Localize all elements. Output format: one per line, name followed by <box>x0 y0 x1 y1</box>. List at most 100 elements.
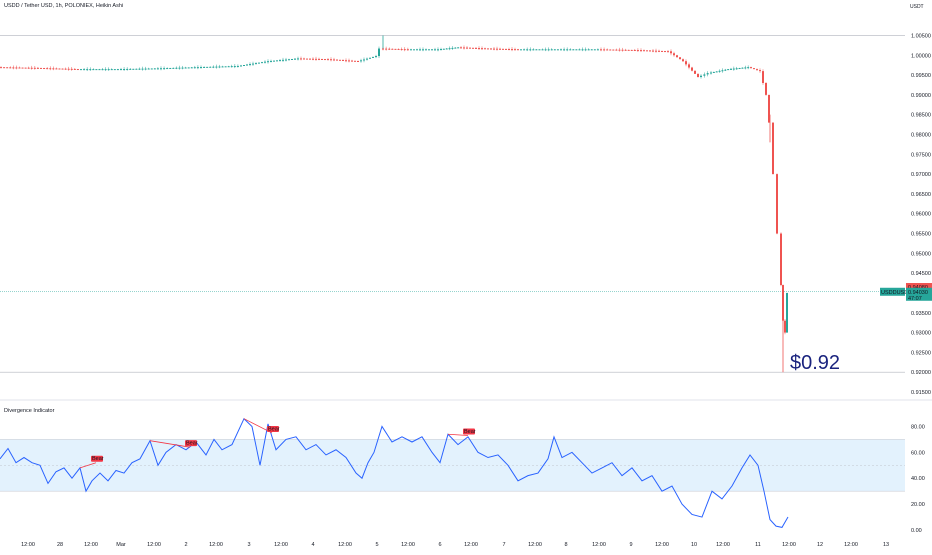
x-tick-label: 12:00 <box>84 542 98 548</box>
candle-body <box>240 65 242 67</box>
candle-body <box>267 61 269 63</box>
candle-body <box>679 57 681 60</box>
candle-body <box>252 63 254 65</box>
bear-label-bg <box>267 425 279 432</box>
candle-body <box>400 49 403 51</box>
candle-body <box>30 67 33 69</box>
candle-body <box>630 49 633 51</box>
candle-body <box>606 49 609 51</box>
candle-body <box>487 48 489 50</box>
candle-body <box>493 48 495 50</box>
candle-body <box>110 69 113 71</box>
divergence-line <box>149 440 191 448</box>
divergence-line <box>79 462 97 469</box>
x-tick-label: 12:00 <box>147 542 161 548</box>
candle-body <box>36 67 39 69</box>
candle-body <box>569 49 572 51</box>
x-tick-label: 5 <box>375 542 378 548</box>
chart-title: USDD / Tether USD, 1h, POLONIEX, Heikin … <box>4 3 124 9</box>
candle-body <box>15 67 18 69</box>
candle-body <box>406 49 409 51</box>
candle-body <box>348 60 350 62</box>
candle-body <box>126 68 129 70</box>
candle-body <box>141 68 144 70</box>
x-tick-label: 10 <box>691 542 697 548</box>
candle-body <box>472 47 474 49</box>
candle-body <box>342 60 344 62</box>
candle-body <box>120 69 122 71</box>
candle-body <box>153 68 156 70</box>
candle-body <box>541 49 544 51</box>
x-tick-label: 12:00 <box>209 542 223 548</box>
candle-body <box>366 58 368 60</box>
price-tick-label: 0.95000 <box>911 251 931 257</box>
candle-body <box>276 60 278 62</box>
candle-body <box>466 47 468 49</box>
candle-body <box>258 62 260 64</box>
candle-body <box>520 49 522 51</box>
candle-body <box>181 67 184 69</box>
price-tag-current-text: 0.94030 <box>908 290 928 296</box>
candle-body <box>710 72 712 74</box>
candle-body <box>422 49 424 51</box>
candle-body <box>661 50 663 52</box>
candle-body <box>113 69 116 71</box>
bear-label: Bear <box>464 429 476 435</box>
candle-body <box>166 68 169 70</box>
candle-body <box>279 60 281 62</box>
x-tick-label: 8 <box>564 542 567 548</box>
candle-body <box>517 49 519 51</box>
price-tick-label: 0.97000 <box>911 172 931 178</box>
candle-body <box>33 67 36 69</box>
candle-body <box>43 68 46 70</box>
x-tick-label: 12:00 <box>21 542 35 548</box>
candle-body <box>169 67 172 69</box>
candle-body <box>200 67 202 69</box>
candle-body <box>372 56 374 58</box>
candle-body <box>633 49 636 51</box>
candle-body <box>218 66 221 68</box>
x-tick-label: 12:00 <box>844 542 858 548</box>
candle-body <box>184 67 187 69</box>
candle-body <box>478 48 480 50</box>
candle-body <box>294 58 296 60</box>
candle-body <box>261 62 263 64</box>
candle-body <box>73 68 76 70</box>
candle-body <box>419 49 421 51</box>
price-tick-label: 0.99500 <box>911 73 931 79</box>
candle-body <box>300 58 302 60</box>
candle-body <box>538 49 541 51</box>
candle-body <box>688 64 690 68</box>
candle-body <box>6 67 9 69</box>
candle-body <box>481 48 483 50</box>
candle-body <box>428 49 430 51</box>
candle-body <box>547 49 550 51</box>
candle-body <box>584 49 587 51</box>
candle-body <box>578 49 581 51</box>
candle-body <box>786 292 788 333</box>
candle-body <box>0 67 2 69</box>
price-tick-label: 0.98500 <box>911 113 931 119</box>
candle-body <box>24 67 27 69</box>
candle-body <box>9 67 12 69</box>
candle-body <box>282 59 284 61</box>
candle-body <box>440 49 442 51</box>
candle-body <box>375 56 377 58</box>
x-tick-label: 2 <box>184 542 187 548</box>
price-pane-bg <box>0 0 932 400</box>
symbol-tag <box>880 287 905 296</box>
candle-body <box>369 57 371 59</box>
candle-body <box>230 66 233 68</box>
candle-body <box>144 68 147 70</box>
candle-body <box>772 122 774 175</box>
divergence-line <box>447 433 469 436</box>
candle-body <box>403 49 406 51</box>
price-tick-label: 0.93000 <box>911 331 931 337</box>
candle-body <box>175 67 178 69</box>
candle-body <box>706 73 709 75</box>
indicator-tick-label: 40.00 <box>911 476 925 482</box>
candle-body <box>782 285 784 321</box>
candle-body <box>172 67 175 69</box>
candle-body <box>618 49 621 51</box>
